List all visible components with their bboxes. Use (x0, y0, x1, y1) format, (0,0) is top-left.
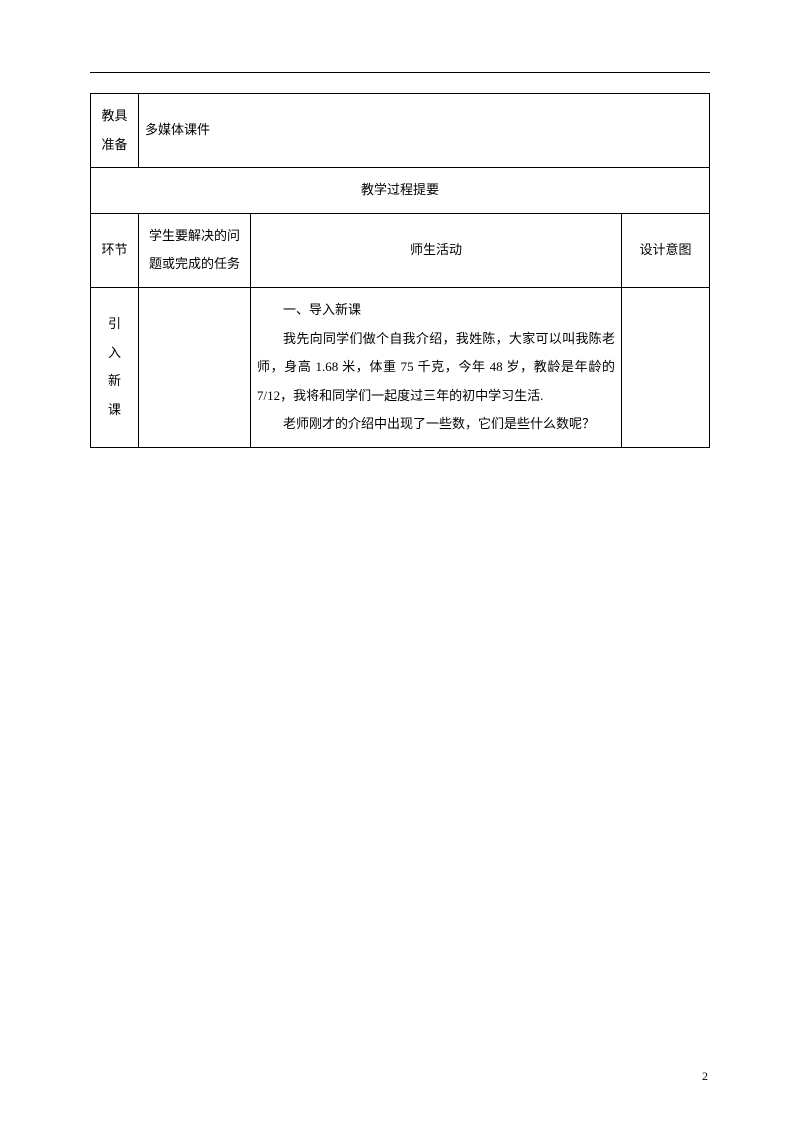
header-col1-text: 环节 (101, 242, 127, 257)
stage-cell: 引 入 新 课 (91, 287, 139, 447)
section-header-text: 教学过程提要 (361, 182, 439, 197)
header-col2-line2: 题或完成的任务 (145, 250, 244, 279)
activity-p1: 一、导入新课 (257, 296, 615, 325)
header-col3-text: 师生活动 (410, 242, 462, 257)
prep-value: 多媒体课件 (145, 122, 210, 137)
stage-char-1: 引 (91, 310, 138, 339)
activity-p2: 我先向同学们做个自我介绍，我姓陈，大家可以叫我陈老师，身高 1.68 米，体重 … (257, 325, 615, 411)
header-rule (90, 72, 710, 73)
section-header-row: 教学过程提要 (91, 168, 710, 214)
stage-char-4: 课 (91, 396, 138, 425)
header-col3: 师生活动 (251, 213, 622, 287)
body-row: 引 入 新 课 一、导入新课 我先向同学们做个自我介绍，我姓陈，大家可以叫我陈老… (91, 287, 710, 447)
header-col4: 设计意图 (621, 213, 709, 287)
header-col2-line1: 学生要解决的问 (145, 222, 244, 251)
page-number-text: 2 (702, 1069, 708, 1083)
activity-cell: 一、导入新课 我先向同学们做个自我介绍，我姓陈，大家可以叫我陈老师，身高 1.6… (251, 287, 622, 447)
prep-row: 教具 准备 多媒体课件 (91, 94, 710, 168)
header-col2: 学生要解决的问 题或完成的任务 (139, 213, 251, 287)
prep-value-cell: 多媒体课件 (139, 94, 710, 168)
prep-label-line2: 准备 (97, 131, 132, 160)
header-col4-text: 设计意图 (639, 242, 691, 257)
stage-char-3: 新 (91, 367, 138, 396)
section-header-cell: 教学过程提要 (91, 168, 710, 214)
prep-label-cell: 教具 准备 (91, 94, 139, 168)
intent-cell (621, 287, 709, 447)
task-cell (139, 287, 251, 447)
activity-p3: 老师刚才的介绍中出现了一些数，它们是些什么数呢？ (257, 410, 615, 439)
header-col1: 环节 (91, 213, 139, 287)
page-container: 教具 准备 多媒体课件 教学过程提要 环节 学生要解决的问 题或完成的任务 师生… (0, 0, 800, 448)
column-header-row: 环节 学生要解决的问 题或完成的任务 师生活动 设计意图 (91, 213, 710, 287)
page-number: 2 (702, 1069, 708, 1084)
prep-label-line1: 教具 (97, 102, 132, 131)
stage-char-2: 入 (91, 339, 138, 368)
lesson-plan-table: 教具 准备 多媒体课件 教学过程提要 环节 学生要解决的问 题或完成的任务 师生… (90, 93, 710, 448)
